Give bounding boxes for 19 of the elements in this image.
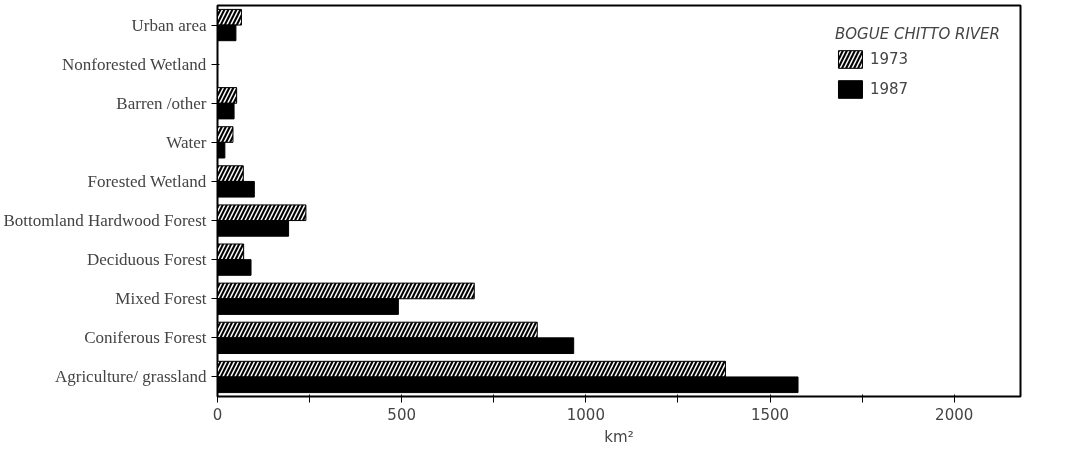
y-tick-label: Urban area [131, 15, 207, 35]
legend-label: 1987 [869, 80, 909, 98]
y-tick-label: Agriculture/ grassland [54, 367, 207, 387]
x-tick-label: 1500 [750, 405, 790, 424]
y-tick-label: Nonforested Wetland [62, 54, 207, 74]
legend-title: BOGUE CHITTO RIVER [834, 25, 1000, 43]
y-tick-label: Water [166, 132, 207, 152]
x-tick-label: 0 [212, 405, 223, 424]
y-tick-label: Barren /other [116, 93, 207, 113]
y-tick-label: Deciduous Forest [87, 250, 207, 270]
x-tick-label: 500 [387, 405, 416, 424]
x-tick-label: 2000 [935, 405, 974, 424]
y-tick-label: Coniferous Forest [84, 328, 207, 348]
legend-label: 1973 [869, 50, 909, 68]
x-tick-label: 1000 [566, 405, 605, 424]
x-axis-title: km² [604, 427, 634, 446]
y-tick-label: Forested Wetland [87, 171, 207, 191]
y-tick-label: Bottomland Hardwood Forest [3, 211, 207, 231]
y-tick-label: Mixed Forest [115, 289, 207, 309]
